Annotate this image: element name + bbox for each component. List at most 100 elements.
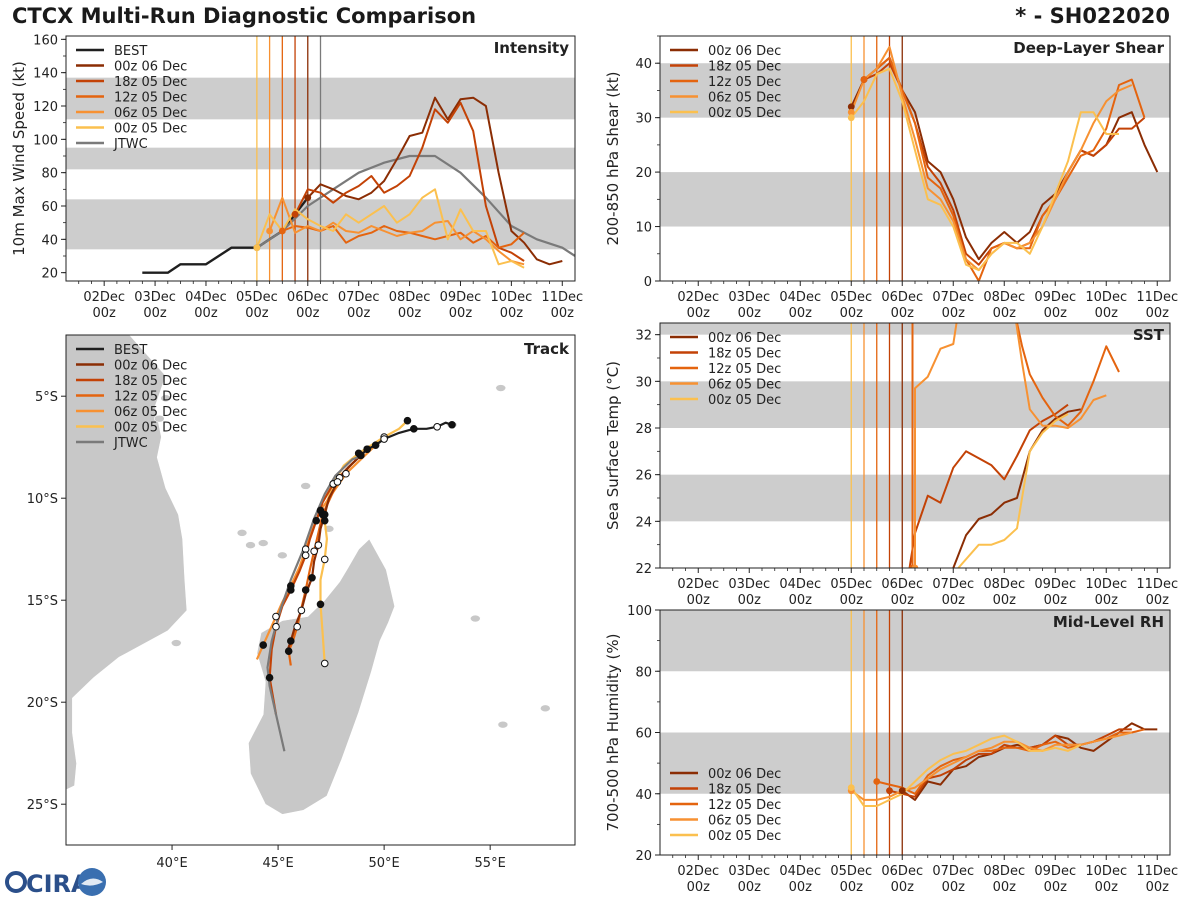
logo-swirl-icon <box>81 878 103 886</box>
init-marker <box>860 76 868 83</box>
track-point-marker <box>433 423 441 431</box>
x-tick-sublabel: 00z <box>1095 306 1119 321</box>
x-tick-sublabel: 00z <box>551 306 575 321</box>
panel-rh: 2040608010002Dec00z03Dec00z04Dec00z05Dec… <box>604 604 1178 895</box>
x-tick-sublabel: 00z <box>1044 880 1068 895</box>
y-tick-label: 5°S <box>35 390 58 405</box>
legend-label: 12z 05 Dec <box>114 390 187 405</box>
x-tick-label: 07Dec <box>338 290 380 305</box>
panel-title: SST <box>1133 326 1165 344</box>
init-marker <box>886 787 893 795</box>
logo-ring-icon <box>5 871 27 893</box>
cira-logo: CIRA <box>5 868 106 898</box>
island <box>236 529 248 537</box>
track-point-marker <box>448 420 456 429</box>
panel-sst: 22242628303202Dec00z03Dec00z04Dec00z05De… <box>604 322 1178 608</box>
track-point-marker <box>320 510 329 519</box>
island <box>540 704 551 713</box>
island <box>470 614 481 623</box>
x-tick-label: 04Dec <box>779 290 821 305</box>
y-tick-label: 80 <box>635 665 652 680</box>
series-group <box>847 45 1159 281</box>
y-tick-label: 22 <box>635 562 652 577</box>
legend-label: JTWC <box>113 137 148 152</box>
track-point-marker <box>293 622 301 631</box>
track-point-marker <box>320 516 329 525</box>
panel-title: Mid-Level RH <box>1053 613 1164 631</box>
legend-label: 18z 05 Dec <box>114 374 187 389</box>
x-tick-label: 05Dec <box>236 290 278 305</box>
track-line-jtwc <box>266 454 364 752</box>
legend-label: 18z 05 Dec <box>708 60 781 75</box>
x-tick-sublabel: 00z <box>891 593 915 608</box>
panel-intensity: 2040608010012014016002Dec00z03Dec00z04De… <box>10 33 583 321</box>
y-axis-label: 200-850 hPa Shear (kt) <box>604 72 622 246</box>
track-point-marker <box>259 641 268 649</box>
x-tick-sublabel: 00z <box>789 306 813 321</box>
y-tick-label: 160 <box>33 33 58 48</box>
tracks <box>255 416 456 752</box>
x-tick-label: 50°E <box>368 856 399 871</box>
x-tick-sublabel: 00z <box>92 306 116 321</box>
x-tick-sublabel: 00z <box>942 880 966 895</box>
x-tick-label: 04Dec <box>779 577 821 592</box>
shaded-band <box>660 610 1170 672</box>
track-point-marker <box>363 445 371 454</box>
x-tick-sublabel: 00z <box>143 306 167 321</box>
x-tick-label: 07Dec <box>932 577 974 592</box>
island <box>160 394 171 403</box>
track-point-marker <box>310 547 318 556</box>
x-tick-label: 04Dec <box>779 864 821 879</box>
x-tick-label: 05Dec <box>830 864 872 879</box>
x-tick-sublabel: 00z <box>738 593 762 608</box>
x-tick-sublabel: 00z <box>993 306 1017 321</box>
track-point-marker <box>410 425 418 433</box>
axes-frame <box>65 334 576 846</box>
panel-shear: 01020304002Dec00z03Dec00z04Dec00z05Dec00… <box>604 35 1178 321</box>
x-tick-sublabel: 00z <box>891 306 915 321</box>
y-tick-label: 40 <box>635 57 652 72</box>
legend-label: 00z 06 Dec <box>708 767 781 782</box>
y-tick-label: 140 <box>33 67 58 82</box>
shaded-band <box>660 323 1170 335</box>
x-tick-sublabel: 00z <box>942 593 966 608</box>
y-tick-label: 120 <box>33 100 58 115</box>
init-marker <box>266 227 273 235</box>
x-tick-sublabel: 00z <box>993 880 1017 895</box>
legend-label: BEST <box>114 44 147 59</box>
legend-label: 06z 05 Dec <box>708 814 781 829</box>
x-tick-label: 02Dec <box>677 290 719 305</box>
legend-label: 06z 05 Dec <box>708 378 781 393</box>
legend-label: JTWC <box>113 436 148 451</box>
x-tick-label: 08Dec <box>983 290 1025 305</box>
shaded-band <box>660 732 1170 794</box>
shaded-band <box>660 63 1170 118</box>
series-line-06z-05-dec <box>268 196 525 266</box>
init-marker <box>278 227 286 235</box>
x-tick-label: 06Dec <box>881 577 923 592</box>
series-line-06z-05-dec <box>850 731 1133 801</box>
x-tick-sublabel: 00z <box>891 880 915 895</box>
track-point-marker <box>312 516 321 525</box>
x-tick-label: 11Dec <box>541 290 583 305</box>
island <box>154 414 165 423</box>
series-group <box>142 96 575 274</box>
x-tick-label: 55°E <box>475 856 506 871</box>
legend-label: 00z 06 Dec <box>708 331 781 346</box>
x-tick-label: 02Dec <box>677 864 719 879</box>
x-tick-sublabel: 00z <box>1146 593 1170 608</box>
init-marker <box>291 210 299 218</box>
x-tick-sublabel: 00z <box>687 880 711 895</box>
panel-track: 40°E 45°E 50°E 55°E 5°S 10°S 15°S 20°S 25°S Track… <box>27 334 576 871</box>
legend-label: 18z 05 Dec <box>114 75 187 90</box>
track-point-marker <box>314 541 323 549</box>
legend-label: 06z 05 Dec <box>114 106 187 121</box>
y-tick-label: 20°S <box>27 696 58 711</box>
x-tick-sublabel: 00z <box>1146 880 1170 895</box>
track-point-marker <box>272 612 280 621</box>
y-tick-label: 25°S <box>27 798 58 813</box>
x-tick-label: 11Dec <box>1136 577 1178 592</box>
